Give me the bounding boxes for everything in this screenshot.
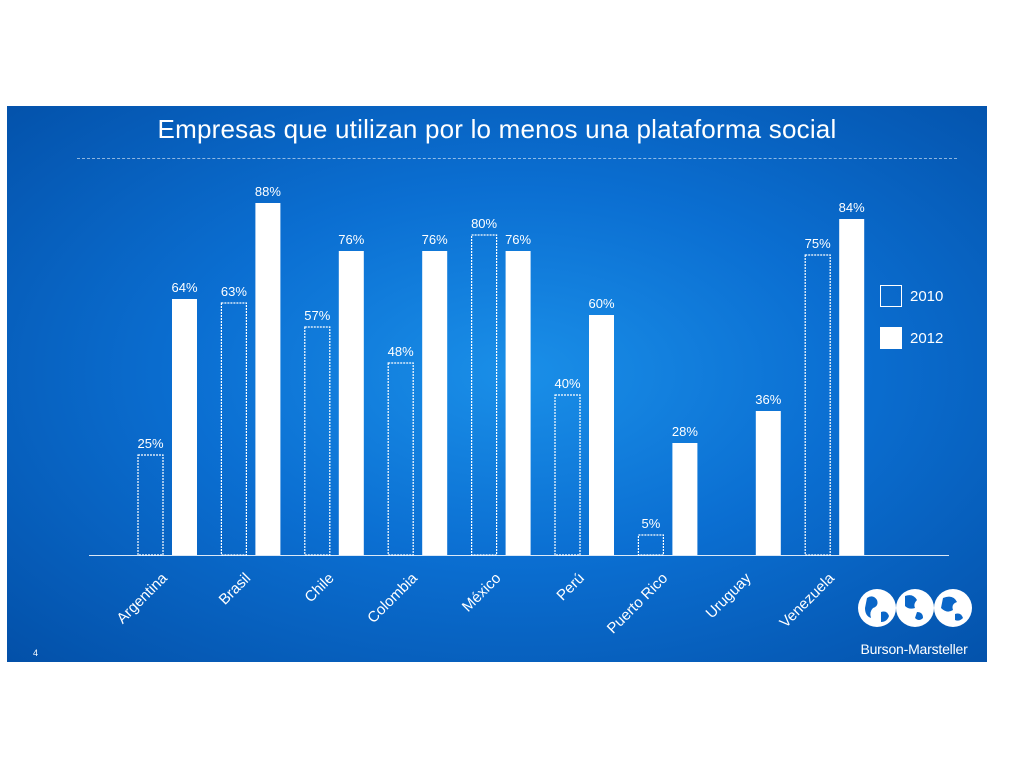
category-label: México [459,570,505,616]
bar-2012-uruguay [755,411,781,555]
bar-2010-colombia [387,362,414,556]
globe-icon [858,589,972,627]
legend-label: 2012 [910,329,944,347]
bar-2012-chile [338,251,364,555]
bar-2010-perú [554,394,581,556]
bar-2012-brasil [255,203,281,555]
slide: Empresas que utilizan por lo menos una p… [7,106,987,662]
brand-logo: Burson-Marsteller [845,586,983,657]
data-label: 40% [554,376,580,391]
data-label: 63% [221,284,247,299]
bar-2010-argentina [137,454,164,556]
category-label: Venezuela [776,569,838,631]
data-label: 64% [171,280,197,295]
category-label: Argentina [113,569,171,627]
data-label: 76% [338,232,364,247]
bar-2010-méxico [471,234,498,556]
data-label: 48% [388,344,414,359]
bar-2012-venezuela [839,219,865,555]
data-label: 28% [672,424,698,439]
chart-title: Empresas que utilizan por lo menos una p… [157,114,837,144]
category-label: Colombia [364,569,421,626]
category-label: Brasil [216,570,255,609]
data-label: 36% [755,392,781,407]
legend-swatch-outline [880,285,902,307]
data-label: 88% [255,184,281,199]
data-label: 25% [137,436,163,451]
bar-2012-méxico [505,251,531,555]
title-divider [77,158,957,159]
data-label: 60% [588,296,614,311]
data-label: 75% [805,236,831,251]
bar-2010-puerto-rico [637,534,665,556]
bar-2012-colombia [422,251,448,555]
data-label: 76% [505,232,531,247]
bar-2010-brasil [220,302,247,556]
data-label: 5% [642,516,661,531]
bar-2012-perú [589,315,614,555]
bar-2012-argentina [172,299,197,555]
category-label: Puerto Rico [604,570,671,637]
legend-label: 2010 [910,287,944,305]
data-label: 84% [839,200,865,215]
category-label: Perú [553,570,587,604]
bar-2010-chile [304,326,331,556]
legend-item-2010: 2010 [880,284,943,308]
data-label: 80% [471,216,497,231]
slide-number: 4 [33,648,39,658]
bar-2012-puerto-rico [672,443,698,555]
category-label: Uruguay [703,569,755,621]
bar-2010-venezuela [804,254,831,556]
legend-item-2012: 2012 [880,326,943,350]
legend-swatch-filled [880,327,902,349]
category-label: Chile [301,570,337,606]
bar-chart: 25% 64% Argentina 63% 88% Brasil 57% 76% Chile 48… [89,184,949,637]
data-label: 76% [422,232,448,247]
brand-name: Burson-Marsteller [860,641,968,657]
legend: 2010 2012 [880,284,943,368]
data-label: 57% [304,308,330,323]
